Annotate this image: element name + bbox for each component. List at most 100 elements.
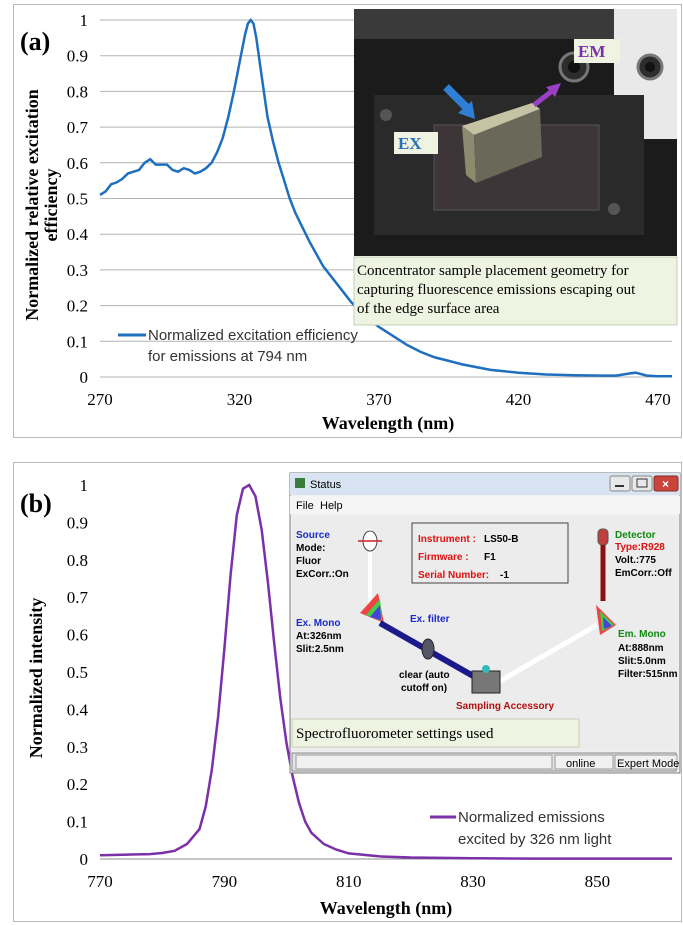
- y-tick-label: 0.1: [67, 332, 88, 351]
- emmono-title: Em. Mono: [618, 629, 666, 640]
- minimize-button[interactable]: [609, 475, 631, 492]
- y-tick-label: 0.8: [67, 551, 88, 570]
- excitation-series-line: [99, 17, 672, 378]
- detector-title: Detector: [615, 530, 656, 541]
- legend-a-line-1: Normalized excitation efficiency: [148, 327, 358, 344]
- firmware-label: Firmware :: [418, 552, 469, 563]
- x-tick-label: 320: [227, 390, 253, 409]
- close-icon: ×: [662, 477, 669, 491]
- inset-caption-line-3: of the edge surface area: [357, 301, 500, 317]
- y-tick-label: 0.2: [67, 297, 88, 316]
- clear-line-2: cutoff on): [401, 683, 447, 694]
- y-tick-label: 0.9: [67, 47, 88, 66]
- serial-value: -1: [500, 570, 509, 581]
- y-tick-label: 0.5: [67, 663, 88, 682]
- chart-a: 0 0.1 0.2 0.3 0.4 0.5 0.6 0.7 0.8 0.9 1 270 320 370 4…: [20, 9, 678, 434]
- source-excorr: ExCorr.:On: [296, 569, 349, 580]
- legend-b-line-1: Normalized emissions: [458, 809, 605, 826]
- exfilter-label: Ex. filter: [410, 614, 450, 625]
- settings-caption: Spectrofluorometer settings used: [296, 726, 494, 742]
- source-mode: Mode:: [296, 543, 325, 554]
- ex-filter-icon: [421, 638, 435, 660]
- x-tick-label: 830: [460, 872, 486, 891]
- y-tick-label: 0.9: [67, 513, 88, 532]
- close-button[interactable]: ×: [653, 475, 679, 492]
- maximize-button[interactable]: [631, 475, 653, 492]
- emission-beam: [498, 622, 599, 684]
- x-tick-label: 770: [87, 872, 113, 891]
- y-tick-label: 0.8: [67, 82, 88, 101]
- y-tick-label: 0.2: [67, 775, 88, 794]
- y-axis-title-a-line-1: Normalized relative excitation: [22, 89, 42, 321]
- y-tick-label: 1: [80, 476, 89, 495]
- firmware-value: F1: [484, 552, 496, 563]
- window-title: Status: [310, 479, 342, 491]
- status-window: Status × File Help Source Mode: Fluor Ex…: [289, 472, 681, 774]
- y-tick-label: 0.4: [67, 225, 89, 244]
- menu-help[interactable]: Help: [320, 500, 343, 512]
- y-tick-label: 0.1: [67, 813, 88, 832]
- x-axis-title-b: Wavelength (nm): [320, 898, 453, 919]
- y-tick-label: 0: [80, 850, 89, 869]
- status-online: online: [566, 758, 595, 770]
- excitation-beam: [378, 620, 491, 688]
- exmono-slit: Slit:2.5nm: [296, 644, 344, 655]
- y-tick-label: 0.7: [67, 588, 89, 607]
- legend-a-line-2: for emissions at 794 nm: [148, 348, 307, 365]
- inset-caption-line-2: capturing fluorescence emissions escapin…: [357, 282, 636, 298]
- panel-a: 0 0.1 0.2 0.3 0.4 0.5 0.6 0.7 0.8 0.9 1 270 320 370 4…: [13, 4, 682, 438]
- exmono-title: Ex. Mono: [296, 618, 340, 629]
- detector-emcorr: EmCorr.:Off: [615, 568, 672, 579]
- x-tick-label: 850: [585, 872, 611, 891]
- y-tick-label: 0: [80, 368, 89, 387]
- emmono-slit: Slit:5.0nm: [618, 656, 666, 667]
- y-tick-label: 0.3: [67, 738, 88, 757]
- y-tick-label: 0.6: [67, 626, 88, 645]
- status-mode: Expert Mode: [617, 758, 679, 770]
- sample-holder-icon: [471, 670, 501, 694]
- source-title: Source: [296, 530, 330, 541]
- status-bar-field: [295, 754, 553, 770]
- instrument-box: [411, 522, 569, 584]
- emission-series-line: [99, 483, 672, 860]
- x-tick-label: 810: [336, 872, 362, 891]
- legend-b-line-2: excited by 326 nm light: [458, 831, 612, 848]
- x-tick-label: 420: [506, 390, 532, 409]
- inset-photo: EX EM: [354, 9, 677, 256]
- detector-icon: [597, 528, 609, 601]
- instrument-label: Instrument :: [418, 534, 476, 545]
- x-axis-title-a: Wavelength (nm): [322, 413, 455, 434]
- y-tick-label: 0.3: [67, 261, 88, 280]
- y-axis-title-b: Normalized intensity: [26, 598, 46, 758]
- menu-file[interactable]: File: [296, 500, 314, 512]
- x-tick-label: 370: [366, 390, 392, 409]
- inset-caption-line-1: Concentrator sample placement geometry f…: [357, 263, 629, 279]
- inset-caption-box: [353, 256, 678, 326]
- clear-line-1: clear (auto: [399, 670, 450, 681]
- x-tick-label: 270: [87, 390, 113, 409]
- emmono-at: At:888nm: [618, 643, 664, 654]
- panel-b: 0 0.1 0.2 0.3 0.4 0.5 0.6 0.7 0.8 0.9 1 770 790 810 8…: [13, 462, 682, 922]
- serial-label: Serial Number:: [418, 570, 489, 581]
- panel-a-label: (a): [20, 27, 50, 56]
- em-label: EM: [578, 42, 605, 61]
- y-tick-label: 0.6: [67, 154, 88, 173]
- y-tick-label: 1: [80, 11, 89, 30]
- y-tick-label: 0.7: [67, 118, 89, 137]
- y-tick-label: 0.4: [67, 700, 89, 719]
- panel-b-label: (b): [20, 489, 52, 518]
- exmono-at: At:326nm: [296, 631, 342, 642]
- sampling-accessory-label: Sampling Accessory: [456, 701, 554, 712]
- x-tick-label: 790: [212, 872, 238, 891]
- y-tick-label: 0.5: [67, 190, 88, 209]
- emmono-filter: Filter:515nm: [618, 669, 678, 680]
- em-arrow: [532, 89, 554, 107]
- app-icon: [295, 478, 305, 488]
- lamp-icon: [358, 529, 382, 609]
- x-tick-label: 470: [645, 390, 671, 409]
- detector-type: Type:R928: [615, 542, 665, 553]
- instrument-value: LS50-B: [484, 534, 518, 545]
- detector-volt: Volt.:775: [615, 555, 656, 566]
- source-fluor: Fluor: [296, 556, 321, 567]
- ex-label: EX: [398, 134, 422, 153]
